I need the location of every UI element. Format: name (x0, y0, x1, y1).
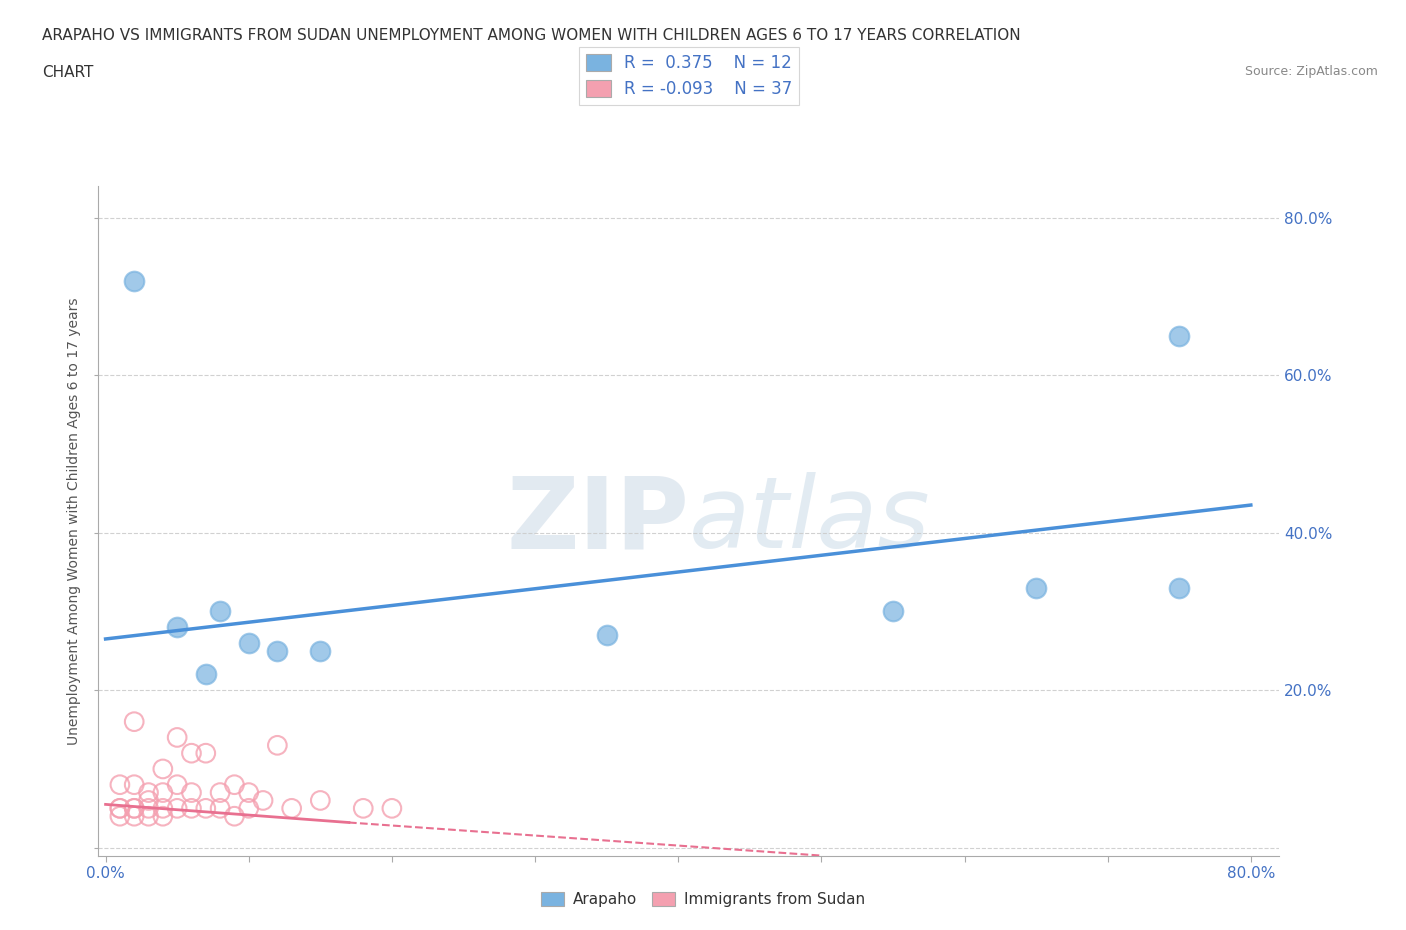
Legend: Arapaho, Immigrants from Sudan: Arapaho, Immigrants from Sudan (534, 885, 872, 913)
Text: atlas: atlas (689, 472, 931, 569)
Point (280, 801, 302, 816)
Point (194, 667, 217, 682)
Point (209, 604, 232, 618)
Point (108, 777, 131, 792)
Point (122, 777, 145, 792)
Point (194, 801, 217, 816)
Point (108, 801, 131, 816)
Text: CHART: CHART (42, 65, 94, 80)
Point (238, 801, 260, 816)
Legend: R =  0.375    N = 12, R = -0.093    N = 37: R = 0.375 N = 12, R = -0.093 N = 37 (579, 47, 799, 105)
Point (122, 809, 145, 824)
Point (252, 793, 274, 808)
Point (138, 809, 160, 824)
Point (122, 801, 145, 816)
Point (1168, 328, 1191, 343)
Y-axis label: Unemployment Among Women with Children Ages 6 to 17 years: Unemployment Among Women with Children A… (67, 297, 82, 745)
Point (309, 793, 332, 808)
Point (138, 801, 160, 816)
Point (122, 801, 145, 816)
Point (122, 714, 145, 729)
Point (108, 809, 131, 824)
Point (882, 604, 904, 618)
Point (138, 793, 160, 808)
Point (309, 644, 332, 658)
Point (224, 777, 246, 792)
Point (224, 809, 246, 824)
Point (152, 785, 174, 800)
Point (180, 801, 202, 816)
Point (180, 746, 202, 761)
Point (1168, 580, 1191, 595)
Point (238, 785, 260, 800)
Point (595, 628, 617, 643)
Point (108, 801, 131, 816)
Point (209, 785, 232, 800)
Point (352, 801, 374, 816)
Point (1025, 580, 1047, 595)
Point (166, 730, 188, 745)
Point (152, 809, 174, 824)
Point (266, 737, 288, 752)
Point (152, 762, 174, 777)
Text: ZIP: ZIP (506, 472, 689, 569)
Text: ARAPAHO VS IMMIGRANTS FROM SUDAN UNEMPLOYMENT AMONG WOMEN WITH CHILDREN AGES 6 T: ARAPAHO VS IMMIGRANTS FROM SUDAN UNEMPLO… (42, 28, 1021, 43)
Point (209, 801, 232, 816)
Point (166, 801, 188, 816)
Point (266, 644, 288, 658)
Point (138, 785, 160, 800)
Text: Source: ZipAtlas.com: Source: ZipAtlas.com (1244, 65, 1378, 78)
Point (180, 785, 202, 800)
Point (152, 801, 174, 816)
Point (166, 619, 188, 634)
Point (238, 635, 260, 650)
Point (194, 746, 217, 761)
Point (381, 801, 404, 816)
Point (166, 777, 188, 792)
Point (122, 273, 145, 288)
